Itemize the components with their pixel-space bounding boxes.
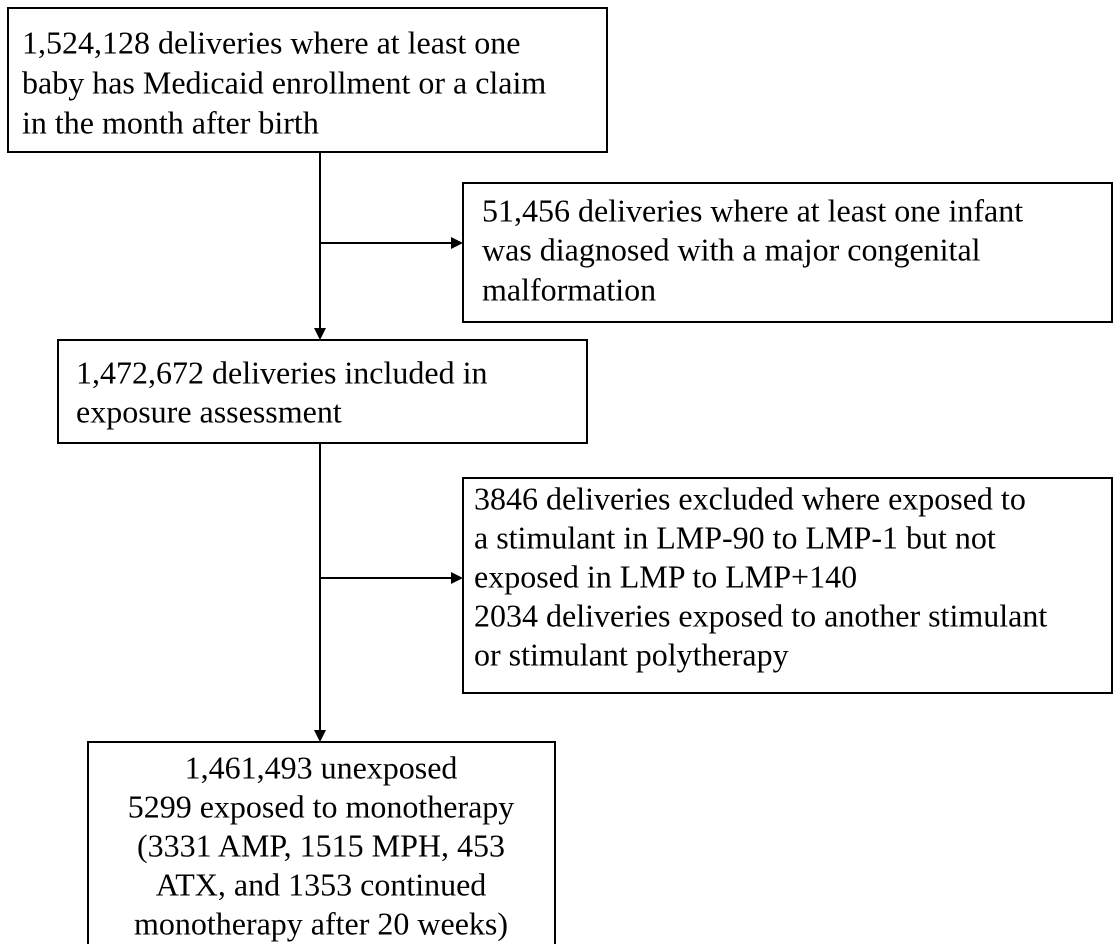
node-text: ATX, and 1353 continued [156, 866, 487, 902]
box [462, 477, 1113, 694]
box [87, 741, 556, 944]
node-text: malformation [482, 271, 656, 307]
node-text: (3331 AMP, 1515 MPH, 453 [137, 827, 505, 863]
node-text: 5299 exposed to monotherapy [128, 788, 515, 824]
node-text: was diagnosed with a major congenital [482, 231, 981, 267]
arrowhead [314, 730, 326, 742]
node-text: in the month after birth [22, 104, 319, 140]
box [462, 182, 1113, 323]
node-text: or stimulant polytherapy [474, 636, 789, 672]
box [7, 7, 608, 153]
node-text: 1,524,128 deliveries where at least one [22, 24, 521, 60]
node-text: exposed in LMP to LMP+140 [474, 558, 857, 594]
arrowhead [314, 328, 326, 340]
node-text: 2034 deliveries exposed to another stimu… [474, 597, 1047, 633]
node-text: monotherapy after 20 weeks) [134, 905, 508, 941]
node-text: a stimulant in LMP-90 to LMP-1 but not [474, 519, 996, 555]
node-text: 1,461,493 unexposed [185, 749, 458, 785]
arrowhead [451, 237, 463, 249]
node-text: 1,472,672 deliveries included in [76, 354, 487, 390]
node-text: 51,456 deliveries where at least one inf… [482, 192, 1023, 228]
node-text: baby has Medicaid enrollment or a claim [22, 64, 546, 100]
node-text: 3846 deliveries excluded where exposed t… [474, 480, 1026, 516]
node-text: exposure assessment [76, 393, 342, 429]
box [57, 339, 588, 444]
arrowhead [451, 572, 463, 584]
